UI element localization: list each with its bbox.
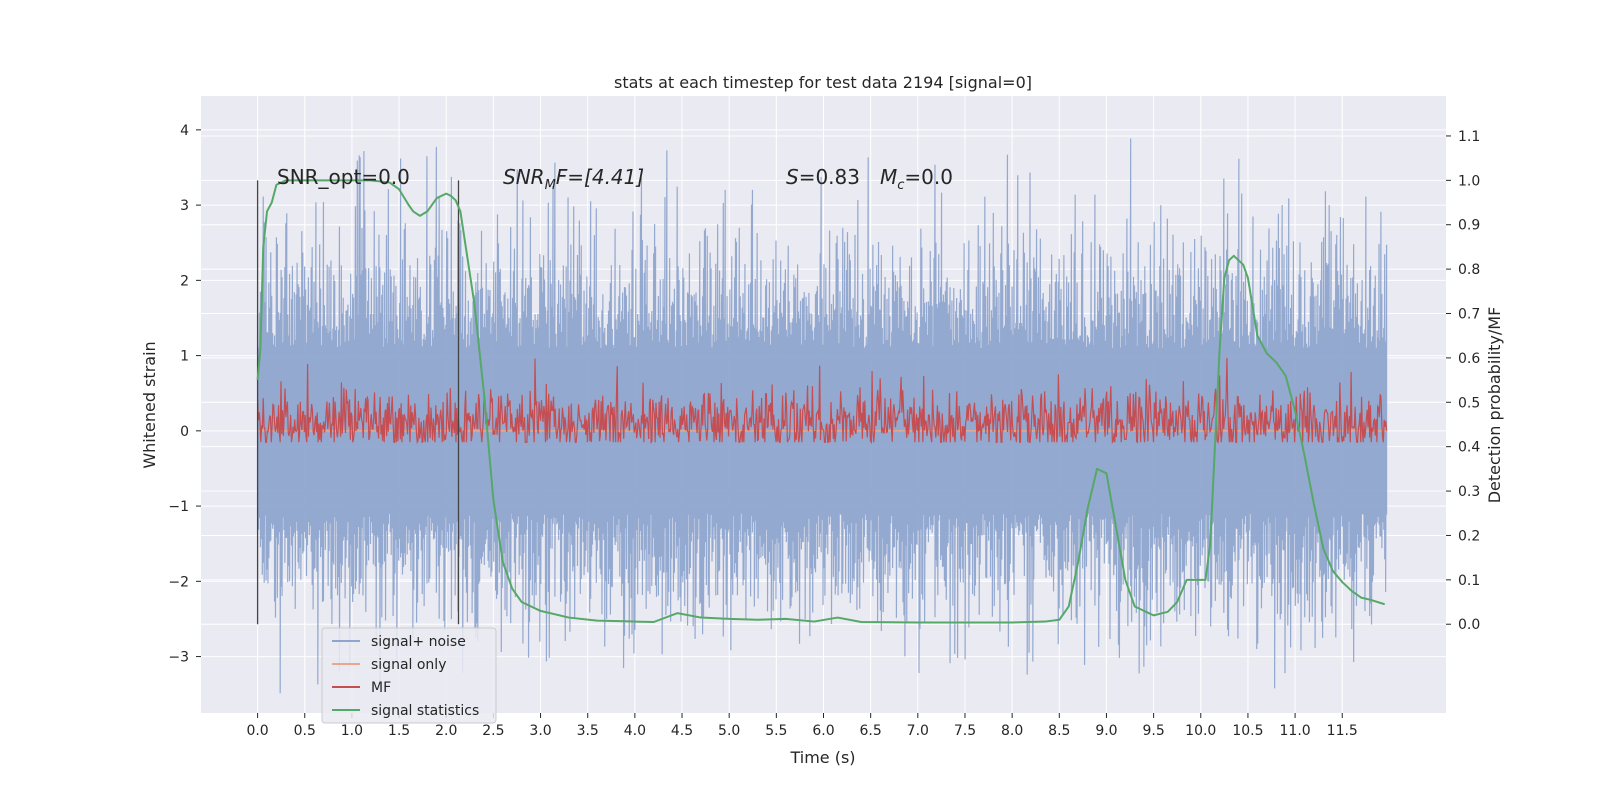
legend-label-signal-only: signal only — [371, 657, 446, 673]
y2-tick-label-6: 0.6 — [1458, 351, 1480, 367]
mc-annotation: Mc=0.0 — [880, 165, 953, 193]
y-tick-label-5: 2 — [180, 273, 189, 289]
legend-label-mf: MF — [371, 680, 391, 696]
x-tick-label-14: 7.0 — [907, 723, 929, 739]
marker-lines — [256, 180, 460, 625]
x-tick-label-23: 11.5 — [1327, 723, 1358, 739]
x-tick-label-9: 4.5 — [671, 723, 693, 739]
x-tick-label-6: 3.0 — [529, 723, 551, 739]
x-tick-label-0: 0.0 — [246, 723, 268, 739]
x-tick-label-13: 6.5 — [860, 723, 882, 739]
x-axis: 0.0 0.5 1.0 1.5 2.0 2.5 3.0 3.5 4.0 4.5 5.0 5.5 6.0 6… — [246, 713, 1358, 739]
y2-tick-label-10: 1.0 — [1458, 173, 1480, 189]
x-tick-label-17: 8.5 — [1048, 723, 1070, 739]
signal-noise-line — [256, 138, 1388, 694]
y-axis-label: Whitened strain — [140, 341, 159, 468]
y-tick-label-0: −3 — [168, 650, 189, 666]
x-tick-label-3: 1.5 — [388, 723, 410, 739]
x-axis-label: Time (s) — [789, 748, 855, 767]
x-tick-label-11: 5.5 — [765, 723, 787, 739]
y2-tick-label-5: 0.5 — [1458, 395, 1480, 411]
snr-mf-annotation: SNRMF=[4.41] — [503, 165, 644, 193]
y2-tick-label-7: 0.7 — [1458, 307, 1480, 323]
x-tick-label-7: 3.5 — [577, 723, 599, 739]
x-tick-label-2: 1.0 — [341, 723, 363, 739]
chart-title: stats at each timestep for test data 219… — [614, 73, 1032, 92]
x-tick-label-1: 0.5 — [294, 723, 316, 739]
x-tick-label-15: 7.5 — [954, 723, 976, 739]
signal-statistics-line — [256, 179, 1385, 624]
y-axis: −3 −2 −1 0 1 2 3 4 — [168, 123, 201, 666]
x-tick-label-20: 10.0 — [1185, 723, 1216, 739]
x-tick-label-19: 9.5 — [1142, 723, 1164, 739]
y-tick-label-2: −1 — [168, 499, 189, 515]
y2-tick-label-1: 0.1 — [1458, 573, 1480, 589]
x-tick-label-10: 5.0 — [718, 723, 740, 739]
snr-opt-annotation: SNR_opt=0.0 — [277, 165, 410, 189]
x-tick-label-22: 11.0 — [1280, 723, 1311, 739]
y2-tick-label-0: 0.0 — [1458, 617, 1480, 633]
y2-tick-label-2: 0.2 — [1458, 528, 1480, 544]
signal-statistics-series — [256, 179, 1385, 624]
x-tick-label-5: 2.5 — [482, 723, 504, 739]
plot-area — [256, 138, 1388, 694]
x-tick-label-21: 10.5 — [1232, 723, 1263, 739]
y-tick-label-6: 3 — [180, 198, 189, 214]
x-tick-label-12: 6.0 — [812, 723, 834, 739]
mf-line — [256, 357, 1388, 445]
x-tick-label-16: 8.0 — [1001, 723, 1023, 739]
y-tick-label-1: −2 — [168, 574, 189, 590]
legend-label-signal-noise: signal+ noise — [371, 634, 466, 650]
x-tick-label-18: 9.0 — [1095, 723, 1117, 739]
y2-tick-label-4: 0.4 — [1458, 440, 1480, 456]
x-tick-label-4: 2.0 — [435, 723, 457, 739]
y2-tick-label-11: 1.1 — [1458, 129, 1480, 145]
x-tick-label-8: 4.0 — [624, 723, 646, 739]
legend-label-signal-statistics: signal statistics — [371, 703, 479, 719]
legend-box — [321, 627, 497, 724]
y2-tick-label-8: 0.8 — [1458, 262, 1480, 278]
mf-series — [256, 357, 1388, 445]
signal-noise-series — [256, 138, 1388, 694]
s-annotation: S=0.83 — [786, 165, 860, 189]
y2-axis: 0.0 0.1 0.2 0.3 0.4 0.5 0.6 0.7 0.8 0.9 1.0 1.1 — [1446, 129, 1480, 633]
y-tick-label-3: 0 — [180, 424, 189, 440]
y2-tick-label-3: 0.3 — [1458, 484, 1480, 500]
y-tick-label-7: 4 — [180, 123, 189, 139]
legend: signal+ noise signal only MF signal stat… — [321, 627, 497, 724]
y-tick-label-4: 1 — [180, 349, 189, 365]
y2-axis-label: Detection probability/MF — [1485, 307, 1504, 504]
y2-tick-label-9: 0.9 — [1458, 218, 1480, 234]
